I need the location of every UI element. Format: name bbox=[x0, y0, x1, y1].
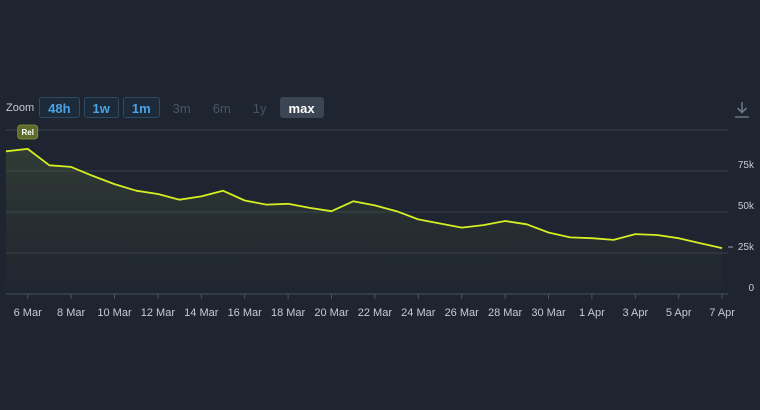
data-point[interactable] bbox=[264, 203, 268, 207]
y-tick-label: 25k bbox=[738, 242, 755, 253]
data-point[interactable] bbox=[69, 165, 73, 169]
data-point[interactable] bbox=[308, 206, 312, 210]
data-point[interactable] bbox=[503, 219, 507, 223]
y-tick-label: 75k bbox=[738, 160, 755, 171]
y-tick-label: 0 bbox=[748, 283, 754, 294]
x-tick-label: 14 Mar bbox=[184, 307, 219, 319]
zoom-label: Zoom bbox=[6, 101, 35, 114]
zoom-6m-button: 6m bbox=[212, 101, 231, 116]
zoom-1y-button: 1y bbox=[252, 101, 267, 116]
x-tick-label: 22 Mar bbox=[358, 307, 393, 319]
data-point[interactable] bbox=[720, 246, 724, 250]
data-point[interactable] bbox=[113, 182, 117, 186]
data-point[interactable] bbox=[655, 233, 659, 237]
download-icon[interactable] bbox=[733, 100, 751, 120]
data-point[interactable] bbox=[395, 209, 399, 213]
x-tick-label: 5 Apr bbox=[666, 307, 692, 319]
data-point[interactable] bbox=[243, 199, 247, 203]
x-tick-label: 18 Mar bbox=[271, 307, 306, 319]
x-tick-label: 30 Mar bbox=[531, 307, 566, 319]
x-tick-label: 1 Apr bbox=[579, 307, 605, 319]
x-tick-label: 12 Mar bbox=[141, 307, 176, 319]
x-tick-label: 24 Mar bbox=[401, 307, 436, 319]
data-point[interactable] bbox=[91, 174, 95, 178]
data-point[interactable] bbox=[698, 241, 702, 245]
x-tick-label: 26 Mar bbox=[445, 307, 480, 319]
series-area bbox=[6, 148, 723, 294]
data-point[interactable] bbox=[156, 192, 160, 196]
annotation-label: Rel bbox=[21, 128, 33, 137]
data-point[interactable] bbox=[134, 189, 138, 193]
x-tick-label: 28 Mar bbox=[488, 307, 523, 319]
data-point[interactable] bbox=[286, 202, 290, 206]
x-tick-label: 6 Mar bbox=[14, 307, 42, 319]
data-point[interactable] bbox=[26, 147, 30, 151]
data-point[interactable] bbox=[47, 163, 51, 167]
data-point[interactable] bbox=[416, 217, 420, 221]
data-point[interactable] bbox=[568, 235, 572, 239]
data-point[interactable] bbox=[612, 238, 616, 242]
data-point[interactable] bbox=[590, 236, 594, 240]
data-point[interactable] bbox=[633, 232, 637, 236]
zoom-max-button[interactable]: max bbox=[279, 97, 324, 118]
data-point[interactable] bbox=[481, 223, 485, 227]
data-point[interactable] bbox=[460, 226, 464, 230]
x-tick-label: 20 Mar bbox=[314, 307, 349, 319]
data-point[interactable] bbox=[4, 149, 8, 153]
data-point[interactable] bbox=[525, 222, 529, 226]
x-tick-label: 16 Mar bbox=[228, 307, 263, 319]
data-point[interactable] bbox=[330, 209, 334, 213]
y-tick-label: 50k bbox=[738, 201, 755, 212]
annotation-flag[interactable] bbox=[17, 124, 39, 140]
data-point[interactable] bbox=[677, 236, 681, 240]
series-line bbox=[5, 148, 723, 249]
zoom-1w-button[interactable]: 1w bbox=[83, 97, 119, 118]
data-point[interactable] bbox=[221, 189, 225, 193]
data-point[interactable] bbox=[351, 199, 355, 203]
x-tick-label: 10 Mar bbox=[97, 307, 132, 319]
x-tick-label: 8 Mar bbox=[57, 307, 85, 319]
data-point[interactable] bbox=[199, 194, 203, 198]
data-point[interactable] bbox=[178, 198, 182, 202]
zoom-48h-button[interactable]: 48h bbox=[39, 97, 80, 118]
data-point[interactable] bbox=[547, 231, 551, 235]
zoom-1m-button[interactable]: 1m bbox=[122, 97, 160, 118]
x-tick-label: 7 Apr bbox=[709, 307, 735, 319]
x-tick-label: 3 Apr bbox=[622, 307, 648, 319]
zoom-controls: Zoom 48h 1w 1m 3m 6m 1y max bbox=[6, 96, 328, 119]
data-point[interactable] bbox=[438, 221, 442, 225]
data-point[interactable] bbox=[373, 203, 377, 207]
zoom-3m-button: 3m bbox=[172, 101, 191, 116]
